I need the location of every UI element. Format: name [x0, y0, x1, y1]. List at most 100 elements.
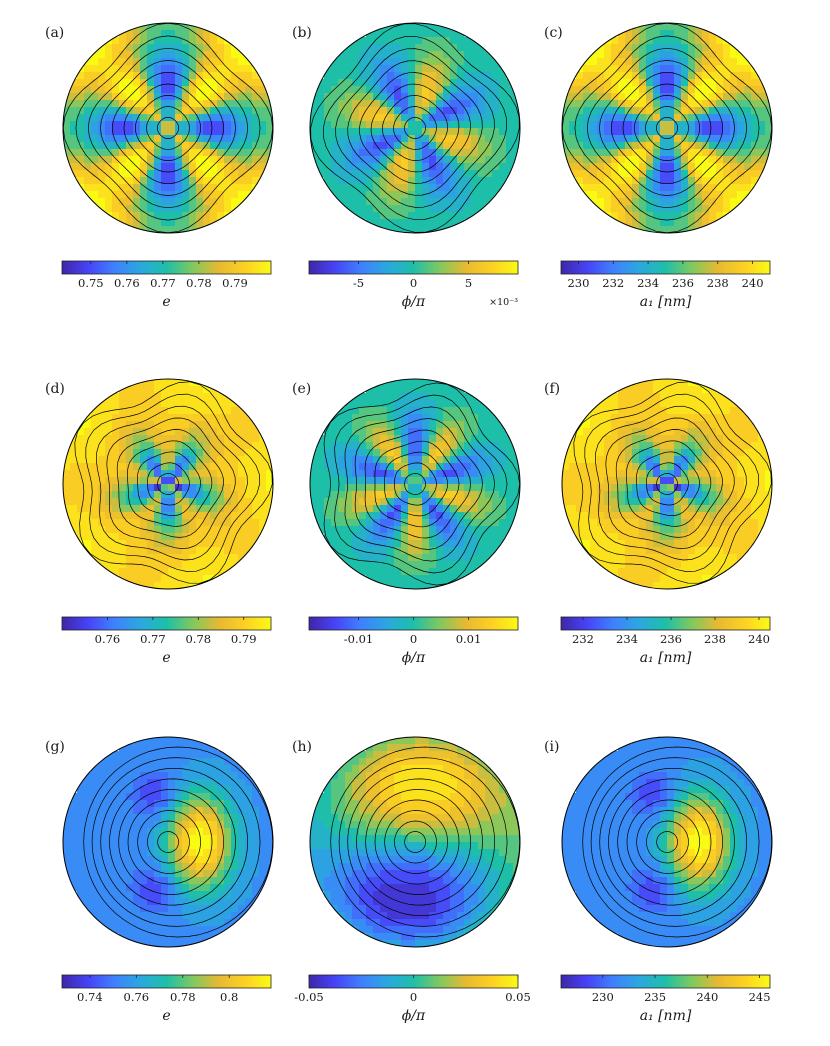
field-cell [660, 386, 668, 394]
field-cell [133, 821, 141, 829]
field-cell [133, 505, 141, 513]
field-cell [408, 456, 416, 464]
field-cell [147, 484, 155, 492]
field-cell [345, 400, 353, 408]
field-cell [618, 526, 626, 534]
field-cell [597, 205, 605, 213]
field-cell [429, 114, 437, 122]
field-cell [91, 93, 99, 101]
field-cell [611, 128, 619, 136]
field-cell [217, 428, 225, 436]
field-cell [91, 800, 99, 808]
field-cell [175, 86, 183, 94]
field-cell [618, 65, 626, 73]
field-cell [168, 428, 176, 436]
field-cell [646, 156, 654, 164]
field-cell [576, 463, 584, 471]
field-cell [716, 498, 724, 506]
field-cell [217, 184, 225, 192]
field-cell [457, 477, 465, 485]
field-cell [632, 135, 640, 143]
field-cell [238, 491, 246, 499]
field-cell [154, 191, 162, 199]
field-cell [345, 498, 353, 506]
field-cell [324, 477, 332, 485]
field-cell [639, 23, 647, 31]
field-cell [161, 414, 169, 422]
field-cell [660, 23, 668, 31]
field-cell [513, 149, 520, 157]
field-cell [618, 156, 626, 164]
field-cell [471, 526, 479, 534]
field-cell [443, 212, 451, 220]
field-cell [688, 128, 696, 136]
field-cell [126, 751, 134, 759]
field-cell [224, 807, 232, 815]
field-cell [203, 526, 211, 534]
field-cell [401, 449, 409, 457]
field-cell [266, 470, 273, 478]
field-cell [126, 428, 134, 436]
field-cell [436, 540, 444, 548]
field-cell [210, 477, 218, 485]
field-cell [611, 533, 619, 541]
field-cell [259, 128, 267, 136]
field-cell [737, 547, 745, 555]
field-cell [492, 463, 500, 471]
field-cell [653, 449, 661, 457]
field-cell [422, 533, 430, 541]
field-cell [147, 65, 155, 73]
field-cell [252, 470, 260, 478]
field-cell [359, 477, 367, 485]
field-cell [168, 561, 176, 569]
field-cell [604, 163, 612, 171]
field-cell [133, 428, 141, 436]
field-cell [359, 547, 367, 555]
field-cell [259, 505, 267, 513]
field-cell [119, 477, 127, 485]
field-cell [450, 386, 458, 394]
field-cell [660, 393, 668, 401]
field-cell [352, 100, 360, 108]
field-cell [175, 177, 183, 185]
field-cell [688, 219, 696, 227]
field-cell [695, 44, 703, 52]
field-cell [217, 407, 225, 415]
field-cell [168, 198, 176, 206]
field-cell [252, 79, 260, 87]
field-cell [562, 142, 570, 150]
field-cell [443, 533, 451, 541]
field-cell [737, 407, 745, 415]
field-cell [224, 828, 232, 836]
field-cell [154, 93, 162, 101]
field-cell [380, 51, 388, 59]
field-cell [224, 463, 232, 471]
field-cell [443, 156, 451, 164]
field-cell [112, 547, 120, 555]
field-cell [583, 470, 591, 478]
field-cell [457, 135, 465, 143]
field-cell [688, 100, 696, 108]
field-cell [175, 477, 183, 485]
field-cell [436, 128, 444, 136]
contour-line [656, 473, 678, 495]
field-cell [210, 100, 218, 108]
field-cell [513, 142, 520, 150]
field-cell [485, 442, 493, 450]
field-cell [401, 414, 409, 422]
field-cell [105, 435, 113, 443]
field-cell [112, 198, 120, 206]
field-cell [238, 800, 246, 808]
field-cell [63, 814, 71, 822]
field-cell [604, 442, 612, 450]
field-cell [352, 58, 360, 66]
field-cell [84, 428, 92, 436]
field-cell [175, 79, 183, 87]
field-cell [373, 72, 381, 80]
field-cell [196, 198, 204, 206]
field-cell [238, 470, 246, 478]
field-cell [632, 58, 640, 66]
field-cell [464, 51, 472, 59]
field-cell [175, 135, 183, 143]
field-cell [583, 191, 591, 199]
